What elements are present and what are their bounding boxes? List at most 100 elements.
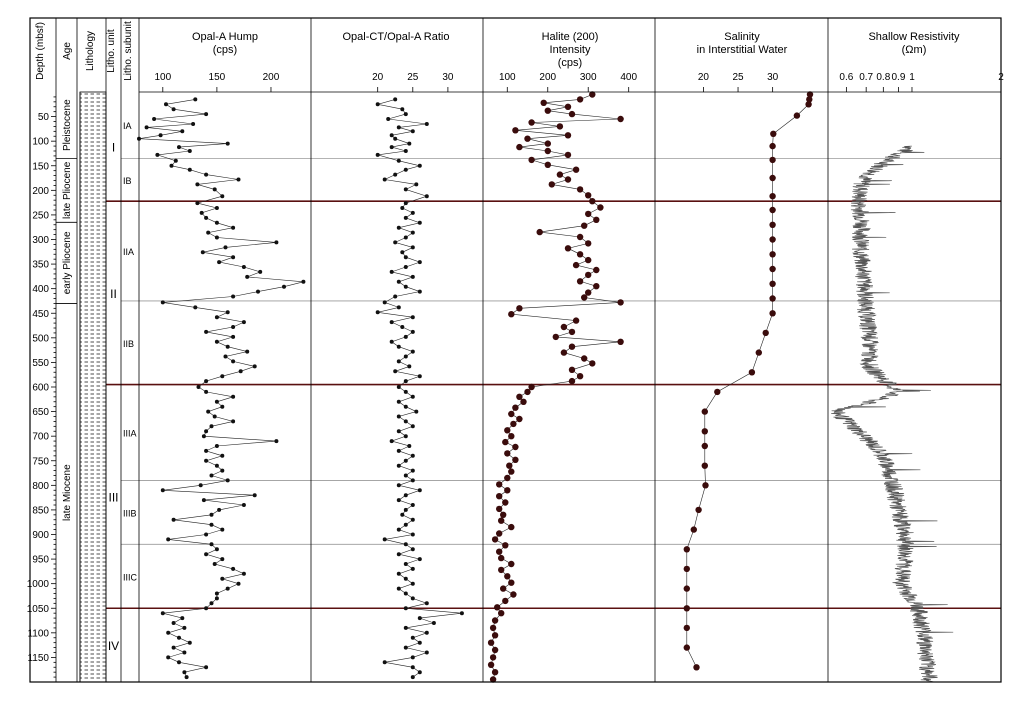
data-point	[617, 299, 624, 306]
data-point	[225, 478, 230, 483]
data-point	[403, 625, 408, 630]
data-point	[524, 135, 531, 142]
data-point	[214, 591, 219, 596]
data-point	[502, 542, 509, 549]
data-point	[769, 251, 776, 258]
data-point	[494, 604, 501, 611]
data-point	[410, 478, 415, 483]
data-point	[589, 360, 596, 367]
halite-unit: (cps)	[558, 57, 582, 69]
data-point	[414, 409, 419, 414]
x-tick-label: 0.6	[839, 72, 853, 83]
data-point	[504, 427, 511, 434]
depth-tick-label: 200	[32, 186, 49, 197]
data-point	[375, 310, 380, 315]
data-point	[410, 245, 415, 250]
data-point	[204, 429, 209, 434]
data-point	[382, 537, 387, 542]
data-point	[528, 119, 535, 126]
data-point	[617, 338, 624, 345]
depth-tick-label: 950	[32, 555, 49, 566]
data-point	[225, 310, 230, 315]
data-point	[410, 655, 415, 660]
data-point	[160, 300, 165, 305]
data-point	[403, 215, 408, 220]
data-point	[403, 576, 408, 581]
data-point	[506, 462, 513, 469]
lithology-header: Lithology	[85, 31, 96, 71]
data-point	[182, 670, 187, 675]
data-point	[403, 542, 408, 547]
data-point	[173, 158, 178, 163]
data-point	[762, 329, 769, 337]
data-point	[204, 389, 209, 394]
data-point	[769, 310, 776, 317]
data-point	[214, 463, 219, 468]
data-point	[701, 462, 708, 469]
data-point	[198, 483, 203, 488]
data-point	[544, 107, 551, 114]
series-line	[686, 94, 811, 668]
data-point	[220, 404, 225, 409]
data-point	[496, 481, 503, 488]
data-point	[389, 269, 394, 274]
depth-tick-label: 400	[32, 284, 49, 295]
data-point	[410, 503, 415, 507]
data-point	[375, 152, 380, 157]
data-point	[500, 511, 507, 518]
data-point	[576, 96, 584, 103]
data-point	[410, 596, 415, 601]
data-point	[182, 625, 187, 630]
data-point	[502, 438, 509, 446]
data-point	[396, 158, 401, 163]
data-point	[209, 424, 214, 429]
data-point	[510, 420, 517, 428]
data-point	[225, 344, 230, 349]
data-point	[417, 220, 422, 225]
data-point	[410, 230, 415, 235]
data-point	[396, 552, 401, 557]
data-point	[400, 250, 405, 255]
data-point	[410, 329, 415, 334]
data-point	[498, 566, 505, 574]
data-point	[403, 284, 408, 289]
data-point	[403, 235, 408, 240]
data-point	[393, 294, 398, 299]
data-point	[204, 606, 209, 611]
data-point	[214, 220, 219, 225]
data-point	[714, 388, 721, 396]
data-point	[407, 364, 412, 369]
data-point	[424, 122, 429, 126]
data-point	[396, 483, 401, 488]
series-line	[138, 99, 304, 678]
data-point	[238, 369, 243, 374]
data-point	[528, 156, 535, 164]
data-point	[500, 585, 507, 592]
data-point	[417, 289, 422, 294]
data-point	[171, 517, 176, 522]
data-point	[410, 210, 415, 215]
data-point	[199, 210, 204, 215]
data-point	[403, 167, 408, 172]
data-point	[417, 260, 422, 265]
salinity-subtitle: in Interstitial Water	[697, 44, 788, 56]
data-point	[301, 279, 306, 284]
data-point	[512, 404, 519, 411]
data-point	[410, 349, 415, 354]
x-tick-label: 200	[539, 72, 556, 83]
data-point	[498, 554, 505, 562]
data-point	[193, 97, 198, 102]
data-point	[191, 122, 196, 126]
depth-tick-label: 700	[32, 432, 49, 443]
data-point	[214, 315, 219, 320]
data-point	[396, 448, 401, 453]
data-point	[585, 210, 592, 218]
data-point	[496, 505, 503, 513]
data-point	[241, 503, 246, 507]
data-point	[396, 571, 401, 576]
subunit-label: IIA	[123, 247, 134, 257]
depth-header: Depth (mbsf)	[35, 22, 46, 80]
data-point	[498, 610, 505, 617]
depth-tick-label: 100	[32, 137, 49, 148]
